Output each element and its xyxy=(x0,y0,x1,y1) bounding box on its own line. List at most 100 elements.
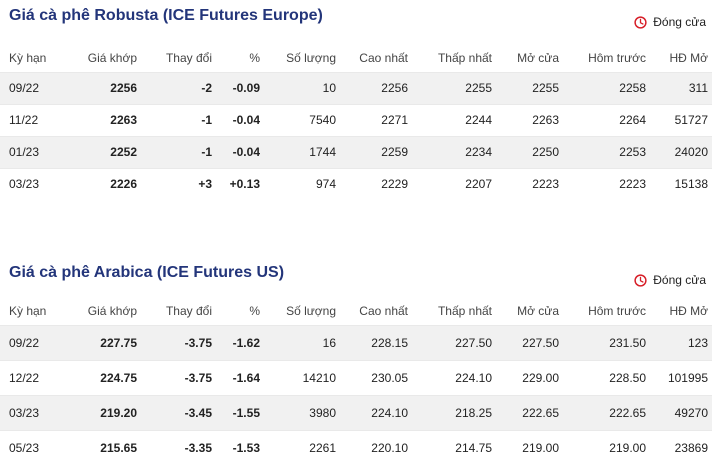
status-label: Đóng cửa xyxy=(653,15,706,29)
change-cell: -3.75 xyxy=(141,359,216,395)
open-cell: 227.50 xyxy=(496,324,563,360)
low-cell: 227.50 xyxy=(412,324,496,360)
col-header-percent: % xyxy=(249,50,260,65)
low-cell: 214.75 xyxy=(412,429,496,465)
percent-cell: -0.04 xyxy=(216,135,264,168)
col-header-price: Giá khớp xyxy=(87,50,137,65)
high-cell: 230.05 xyxy=(340,359,412,395)
col-header-term: Kỳ hạn xyxy=(9,303,47,318)
market-status: Đóng cửa xyxy=(634,273,706,287)
volume-cell: 10 xyxy=(264,71,340,104)
percent-cell: -1.64 xyxy=(216,359,264,395)
col-header-previous: Hôm trước xyxy=(588,303,646,318)
previous-cell: 222.65 xyxy=(563,394,650,430)
previous-cell: 2223 xyxy=(563,167,650,200)
col-header-open-interest: HĐ Mở xyxy=(669,50,708,65)
high-cell: 228.15 xyxy=(340,324,412,360)
previous-cell: 228.50 xyxy=(563,359,650,395)
term-cell: 09/22 xyxy=(0,324,66,360)
col-header-volume: Số lượng xyxy=(286,50,336,65)
table-row: 01/23 2252 -1 -0.04 1744 2259 2234 2250 … xyxy=(0,135,712,168)
change-cell: -1 xyxy=(141,135,216,168)
change-cell: -3.75 xyxy=(141,324,216,360)
low-cell: 2234 xyxy=(412,135,496,168)
term-cell: 03/23 xyxy=(0,394,66,430)
volume-cell: 14210 xyxy=(264,359,340,395)
price-cell: 2252 xyxy=(66,135,141,168)
volume-cell: 2261 xyxy=(264,429,340,465)
section-title: Giá cà phê Arabica (ICE Futures US) xyxy=(9,264,285,281)
open-interest-cell: 49270 xyxy=(650,394,712,430)
high-cell: 2256 xyxy=(340,71,412,104)
low-cell: 218.25 xyxy=(412,394,496,430)
col-header-open: Mở cửa xyxy=(517,50,559,65)
open-interest-cell: 24020 xyxy=(650,135,712,168)
col-header-open-interest: HĐ Mở xyxy=(669,303,708,318)
col-header-high: Cao nhất xyxy=(359,50,408,65)
high-cell: 224.10 xyxy=(340,394,412,430)
table-row: 09/22 227.75 -3.75 -1.62 16 228.15 227.5… xyxy=(0,324,712,360)
open-interest-cell: 15138 xyxy=(650,167,712,200)
term-cell: 05/23 xyxy=(0,429,66,465)
open-interest-cell: 311 xyxy=(650,71,712,104)
table-row: 03/23 2226 +3 +0.13 974 2229 2207 2223 2… xyxy=(0,167,712,200)
percent-cell: -1.62 xyxy=(216,324,264,360)
volume-cell: 974 xyxy=(264,167,340,200)
open-interest-cell: 23869 xyxy=(650,429,712,465)
percent-cell: -0.09 xyxy=(216,71,264,104)
col-header-term: Kỳ hạn xyxy=(9,50,47,65)
percent-cell: -1.53 xyxy=(216,429,264,465)
open-cell: 229.00 xyxy=(496,359,563,395)
open-interest-cell: 101995 xyxy=(650,359,712,395)
term-cell: 11/22 xyxy=(0,103,66,136)
term-cell: 03/23 xyxy=(0,167,66,200)
volume-cell: 16 xyxy=(264,324,340,360)
price-cell: 2263 xyxy=(66,103,141,136)
change-cell: -2 xyxy=(141,71,216,104)
table-row: 09/22 2256 -2 -0.09 10 2256 2255 2255 22… xyxy=(0,71,712,104)
open-cell: 2223 xyxy=(496,167,563,200)
col-header-change: Thay đổi xyxy=(165,303,212,318)
price-cell: 2226 xyxy=(66,167,141,200)
arabica-section: Giá cà phê Arabica (ICE Futures US) Đóng… xyxy=(0,258,720,475)
high-cell: 220.10 xyxy=(340,429,412,465)
clock-icon xyxy=(634,273,647,287)
price-cell: 219.20 xyxy=(66,394,141,430)
market-status: Đóng cửa xyxy=(634,15,706,29)
open-cell: 222.65 xyxy=(496,394,563,430)
previous-cell: 2253 xyxy=(563,135,650,168)
term-cell: 09/22 xyxy=(0,71,66,104)
header-row: Kỳ hạn Giá khớp Thay đổi % Số lượng Cao … xyxy=(0,297,712,325)
low-cell: 224.10 xyxy=(412,359,496,395)
col-header-previous: Hôm trước xyxy=(588,50,646,65)
volume-cell: 3980 xyxy=(264,394,340,430)
low-cell: 2244 xyxy=(412,103,496,136)
robusta-quote-table: Kỳ hạn Giá khớp Thay đổi % Số lượng Cao … xyxy=(0,44,712,200)
clock-icon xyxy=(634,15,647,29)
open-cell: 2263 xyxy=(496,103,563,136)
percent-cell: -0.04 xyxy=(216,103,264,136)
open-cell: 219.00 xyxy=(496,429,563,465)
previous-cell: 2264 xyxy=(563,103,650,136)
status-label: Đóng cửa xyxy=(653,273,706,287)
table-row: 05/23 215.65 -3.35 -1.53 2261 220.10 214… xyxy=(0,429,712,465)
col-header-price: Giá khớp xyxy=(87,303,137,318)
open-cell: 2255 xyxy=(496,71,563,104)
header-row: Kỳ hạn Giá khớp Thay đổi % Số lượng Cao … xyxy=(0,44,712,72)
previous-cell: 2258 xyxy=(563,71,650,104)
price-cell: 227.75 xyxy=(66,324,141,360)
term-cell: 12/22 xyxy=(0,359,66,395)
low-cell: 2207 xyxy=(412,167,496,200)
volume-cell: 1744 xyxy=(264,135,340,168)
high-cell: 2229 xyxy=(340,167,412,200)
arabica-quote-table: Kỳ hạn Giá khớp Thay đổi % Số lượng Cao … xyxy=(0,297,712,465)
open-cell: 2250 xyxy=(496,135,563,168)
col-header-low: Thấp nhất xyxy=(437,303,492,318)
col-header-high: Cao nhất xyxy=(359,303,408,318)
term-cell: 01/23 xyxy=(0,135,66,168)
change-cell: -3.45 xyxy=(141,394,216,430)
col-header-percent: % xyxy=(249,303,260,318)
section-title: Giá cà phê Robusta (ICE Futures Europe) xyxy=(9,7,323,24)
open-interest-cell: 51727 xyxy=(650,103,712,136)
high-cell: 2271 xyxy=(340,103,412,136)
